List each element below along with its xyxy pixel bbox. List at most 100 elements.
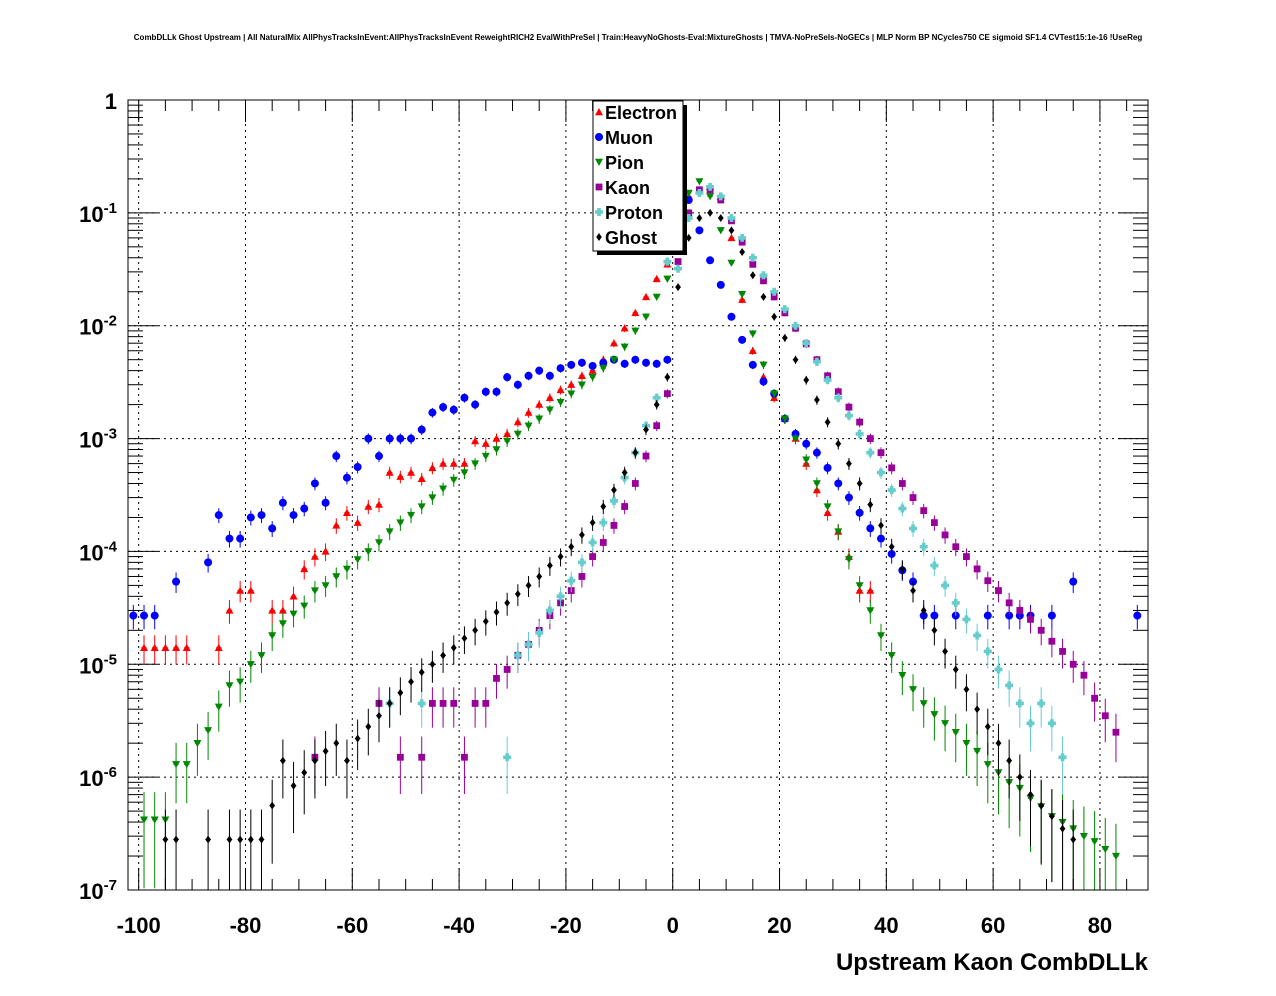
pion-point [663,275,672,283]
proton-point [652,393,661,402]
muon-point [802,439,811,448]
muon-point [257,511,266,520]
kaon-point [930,519,938,527]
ghost-point [397,688,404,697]
y-tick-label: 10-7 [79,877,117,904]
pion-point [385,528,394,536]
x-tick-label: -100 [117,913,161,938]
electron-point [246,586,255,594]
muon-point [556,364,565,373]
pion-point [439,485,448,493]
electron-point [513,418,522,426]
proton-point [716,192,725,201]
pion-point [695,178,704,186]
electron-point [289,592,298,600]
proton-point [1047,719,1056,728]
proton-point [588,538,597,547]
electron-point [567,380,576,388]
proton-point [1037,699,1046,708]
muon-point [620,359,629,368]
muon-point [567,360,576,369]
muon-point [866,524,875,533]
series-pion [140,178,1120,890]
kaon-point [642,452,650,460]
x-tick-label: 20 [767,913,791,938]
y-tick-exponent: -2 [104,313,117,330]
pion-point [342,565,351,573]
ghost-point [728,226,735,235]
electron-point [268,606,277,614]
ghost-point [290,781,297,790]
proton-point [780,305,789,314]
muon-point [588,361,597,370]
pion-point [182,761,191,769]
kaon-point [653,422,661,430]
ghost-point [408,677,414,686]
ghost-point [162,835,169,844]
series-muon [129,192,1142,630]
kaon-point [1069,660,1077,668]
muon-point [492,387,501,396]
series-kaon [311,186,1120,794]
kaon-point [856,418,864,426]
x-tick-label: 0 [667,913,679,938]
x-tick-label: -40 [443,913,475,938]
y-tick-label: 10-3 [79,426,117,453]
electron-point [353,518,362,526]
ghost-point [835,439,842,448]
ghost-point [536,572,543,581]
proton-point [727,214,736,223]
muon-point [1047,611,1056,620]
muon-point [759,377,768,386]
electron-point [524,408,533,416]
proton-point [866,448,875,457]
pion-point [396,519,405,527]
electron-point [652,274,661,283]
kaon-point [760,277,767,285]
legend-label-proton: Proton [605,203,663,223]
pion-point [887,652,896,660]
muon-point [396,434,405,443]
ghost-point [322,747,329,756]
pion-point [428,494,437,502]
ghost-point [344,756,350,765]
ghost-point [803,376,810,385]
muon-point [1069,577,1078,586]
electron-point [182,643,191,651]
y-tick-label: 1 [105,89,117,114]
kaon-point [984,577,992,585]
page-title: CombDLLk Ghost Upstream | All NaturalMix… [133,33,1143,42]
proton-point [609,496,618,505]
muon-point [321,498,330,507]
y-tick-base: 10 [79,653,103,678]
ghost-point [312,756,318,765]
ghost-point [717,214,724,223]
ghost-point [867,500,874,509]
electron-point [738,295,747,303]
muon-point [481,387,490,396]
kaon-point [845,403,853,411]
proton-point [812,357,821,366]
ghost-point [600,502,607,511]
ghost-point [632,448,639,457]
muon-point [225,534,234,543]
pion-point [524,422,533,430]
ghost-point [760,292,767,301]
ghost-point [899,564,906,573]
ghost-point [226,835,233,844]
legend-marker-electron [595,108,603,116]
pion-point [642,313,651,321]
muon-point [983,611,992,620]
axis-ticks [128,99,1148,891]
x-tick-label: 80 [1088,913,1112,938]
kaon-point [909,494,917,501]
pion-point [492,446,501,454]
kaon-point [482,700,490,707]
ghost-point [782,333,788,342]
proton-point [844,411,853,420]
ghost-point [579,530,585,539]
ghost-point [365,722,372,731]
pion-point [876,632,885,640]
electron-point [236,586,245,594]
ghost-point [611,486,617,495]
